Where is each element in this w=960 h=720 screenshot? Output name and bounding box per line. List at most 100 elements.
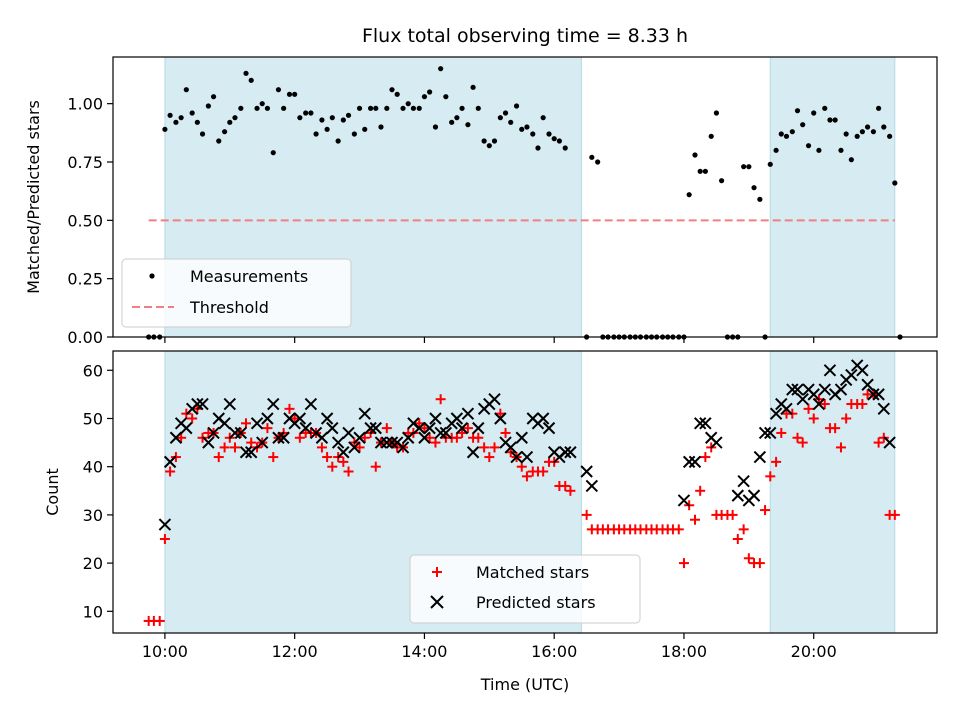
matched-star-point xyxy=(873,437,884,448)
predicted-star-point xyxy=(439,426,453,440)
legend-measurements-marker xyxy=(149,273,155,279)
predicted-star-point xyxy=(747,489,761,502)
measurement-point xyxy=(227,119,233,125)
predicted-star-point xyxy=(413,421,426,435)
matched-star-point xyxy=(473,432,484,443)
matched-star-point xyxy=(419,423,430,434)
matched-star-point xyxy=(695,485,706,496)
predicted-star-point xyxy=(450,412,464,425)
matched-star-point xyxy=(819,399,830,410)
predicted-star-point xyxy=(737,474,750,488)
matched-star-point xyxy=(219,442,230,453)
predicted-star-point xyxy=(196,397,209,411)
measurement-point xyxy=(270,150,276,156)
predicted-star-point xyxy=(682,455,696,469)
predicted-star-point xyxy=(455,421,469,435)
matched-star-point xyxy=(370,461,381,472)
predicted-star-point xyxy=(261,412,274,425)
matched-star-point xyxy=(495,408,506,419)
matched-star-point xyxy=(521,471,532,482)
matched-star-point xyxy=(830,423,841,434)
ratio-legend-box xyxy=(121,258,352,328)
matched-star-point xyxy=(500,427,511,438)
predicted-star-point xyxy=(418,431,431,444)
predicted-star-point xyxy=(818,383,831,396)
predicted-star-point xyxy=(234,426,248,440)
measurement-point xyxy=(783,133,790,139)
predicted-star-point xyxy=(710,436,723,449)
predicted-star-point xyxy=(191,397,204,411)
predicted-star-point xyxy=(536,412,550,425)
predicted-star-point xyxy=(753,450,767,464)
measurement-point xyxy=(595,159,601,165)
measurement-point xyxy=(475,105,481,111)
measurement-point xyxy=(513,103,520,109)
measurement-point xyxy=(848,157,854,163)
measurement-point xyxy=(454,115,460,121)
measurement-point xyxy=(389,87,395,93)
measurement-point xyxy=(254,105,260,111)
matched-star-point xyxy=(516,461,527,472)
measurement-point xyxy=(697,168,703,174)
count-y-ticks: 10 20 30 40 50 60 xyxy=(83,361,113,621)
measurement-point xyxy=(362,126,368,132)
matched-star-point xyxy=(797,437,808,448)
predicted-star-point xyxy=(461,407,475,420)
predicted-star-point xyxy=(293,412,307,425)
predicted-star-point xyxy=(883,436,896,449)
measurement-point xyxy=(718,178,725,184)
predicted-star-point xyxy=(823,364,837,377)
measurement-point xyxy=(692,152,698,158)
predicted-star-point xyxy=(488,392,501,406)
predicted-star-point xyxy=(520,450,534,464)
matched-star-point xyxy=(246,437,257,448)
ratio-panel: 0.00 0.25 0.50 0.75 1.00 Flux total observin… xyxy=(24,25,938,347)
measurement-point xyxy=(248,77,254,83)
predicted-star-point xyxy=(250,417,264,430)
measurement-point xyxy=(486,143,492,149)
measurement-point xyxy=(470,84,476,90)
matched-star-point xyxy=(479,442,490,453)
matched-star-point xyxy=(565,485,576,496)
ratio-ytick-label: 0.75 xyxy=(67,153,103,172)
ratio-x-ticks xyxy=(164,337,815,343)
matched-star-point xyxy=(857,399,868,410)
matched-star-point xyxy=(187,413,198,424)
count-ytick-label: 60 xyxy=(83,361,103,380)
measurement-point xyxy=(449,119,455,125)
predicted-star-point xyxy=(786,383,799,396)
measurement-point xyxy=(432,124,439,130)
predicted-star-point xyxy=(202,436,215,449)
predicted-star-point xyxy=(385,436,399,449)
matched-star-point xyxy=(294,432,305,443)
count-ytick-label: 30 xyxy=(83,506,103,525)
predicted-star-point xyxy=(856,364,869,377)
predicted-star-point xyxy=(315,431,329,444)
measurement-point xyxy=(562,145,568,151)
ratio-y-axis-label: Matched/Predicted stars xyxy=(24,100,43,294)
measurement-point xyxy=(859,129,865,135)
measurement-point xyxy=(519,126,525,132)
predicted-star-point xyxy=(780,402,793,416)
measurement-point xyxy=(373,105,379,111)
measurement-point xyxy=(205,103,211,109)
measurement-point xyxy=(313,131,319,137)
measurement-point xyxy=(232,115,238,121)
legend-predicted-label: Predicted stars xyxy=(476,593,596,612)
measurement-point xyxy=(589,154,595,160)
predicted-star-point xyxy=(272,431,285,444)
matched-star-point xyxy=(765,471,776,482)
matched-star-point xyxy=(154,615,165,626)
measurement-point xyxy=(854,133,860,139)
measurement-point xyxy=(530,131,536,137)
matched-star-point xyxy=(792,432,803,443)
predicted-star-point xyxy=(277,431,290,444)
predicted-star-point xyxy=(796,392,809,406)
matched-star-point xyxy=(165,466,176,477)
measurement-point xyxy=(708,133,714,139)
measurement-point xyxy=(778,131,784,137)
predicted-star-point xyxy=(510,450,523,464)
measurement-point xyxy=(811,110,817,116)
measurement-point xyxy=(443,94,449,100)
ratio-ytick-label: 0.50 xyxy=(67,211,103,230)
